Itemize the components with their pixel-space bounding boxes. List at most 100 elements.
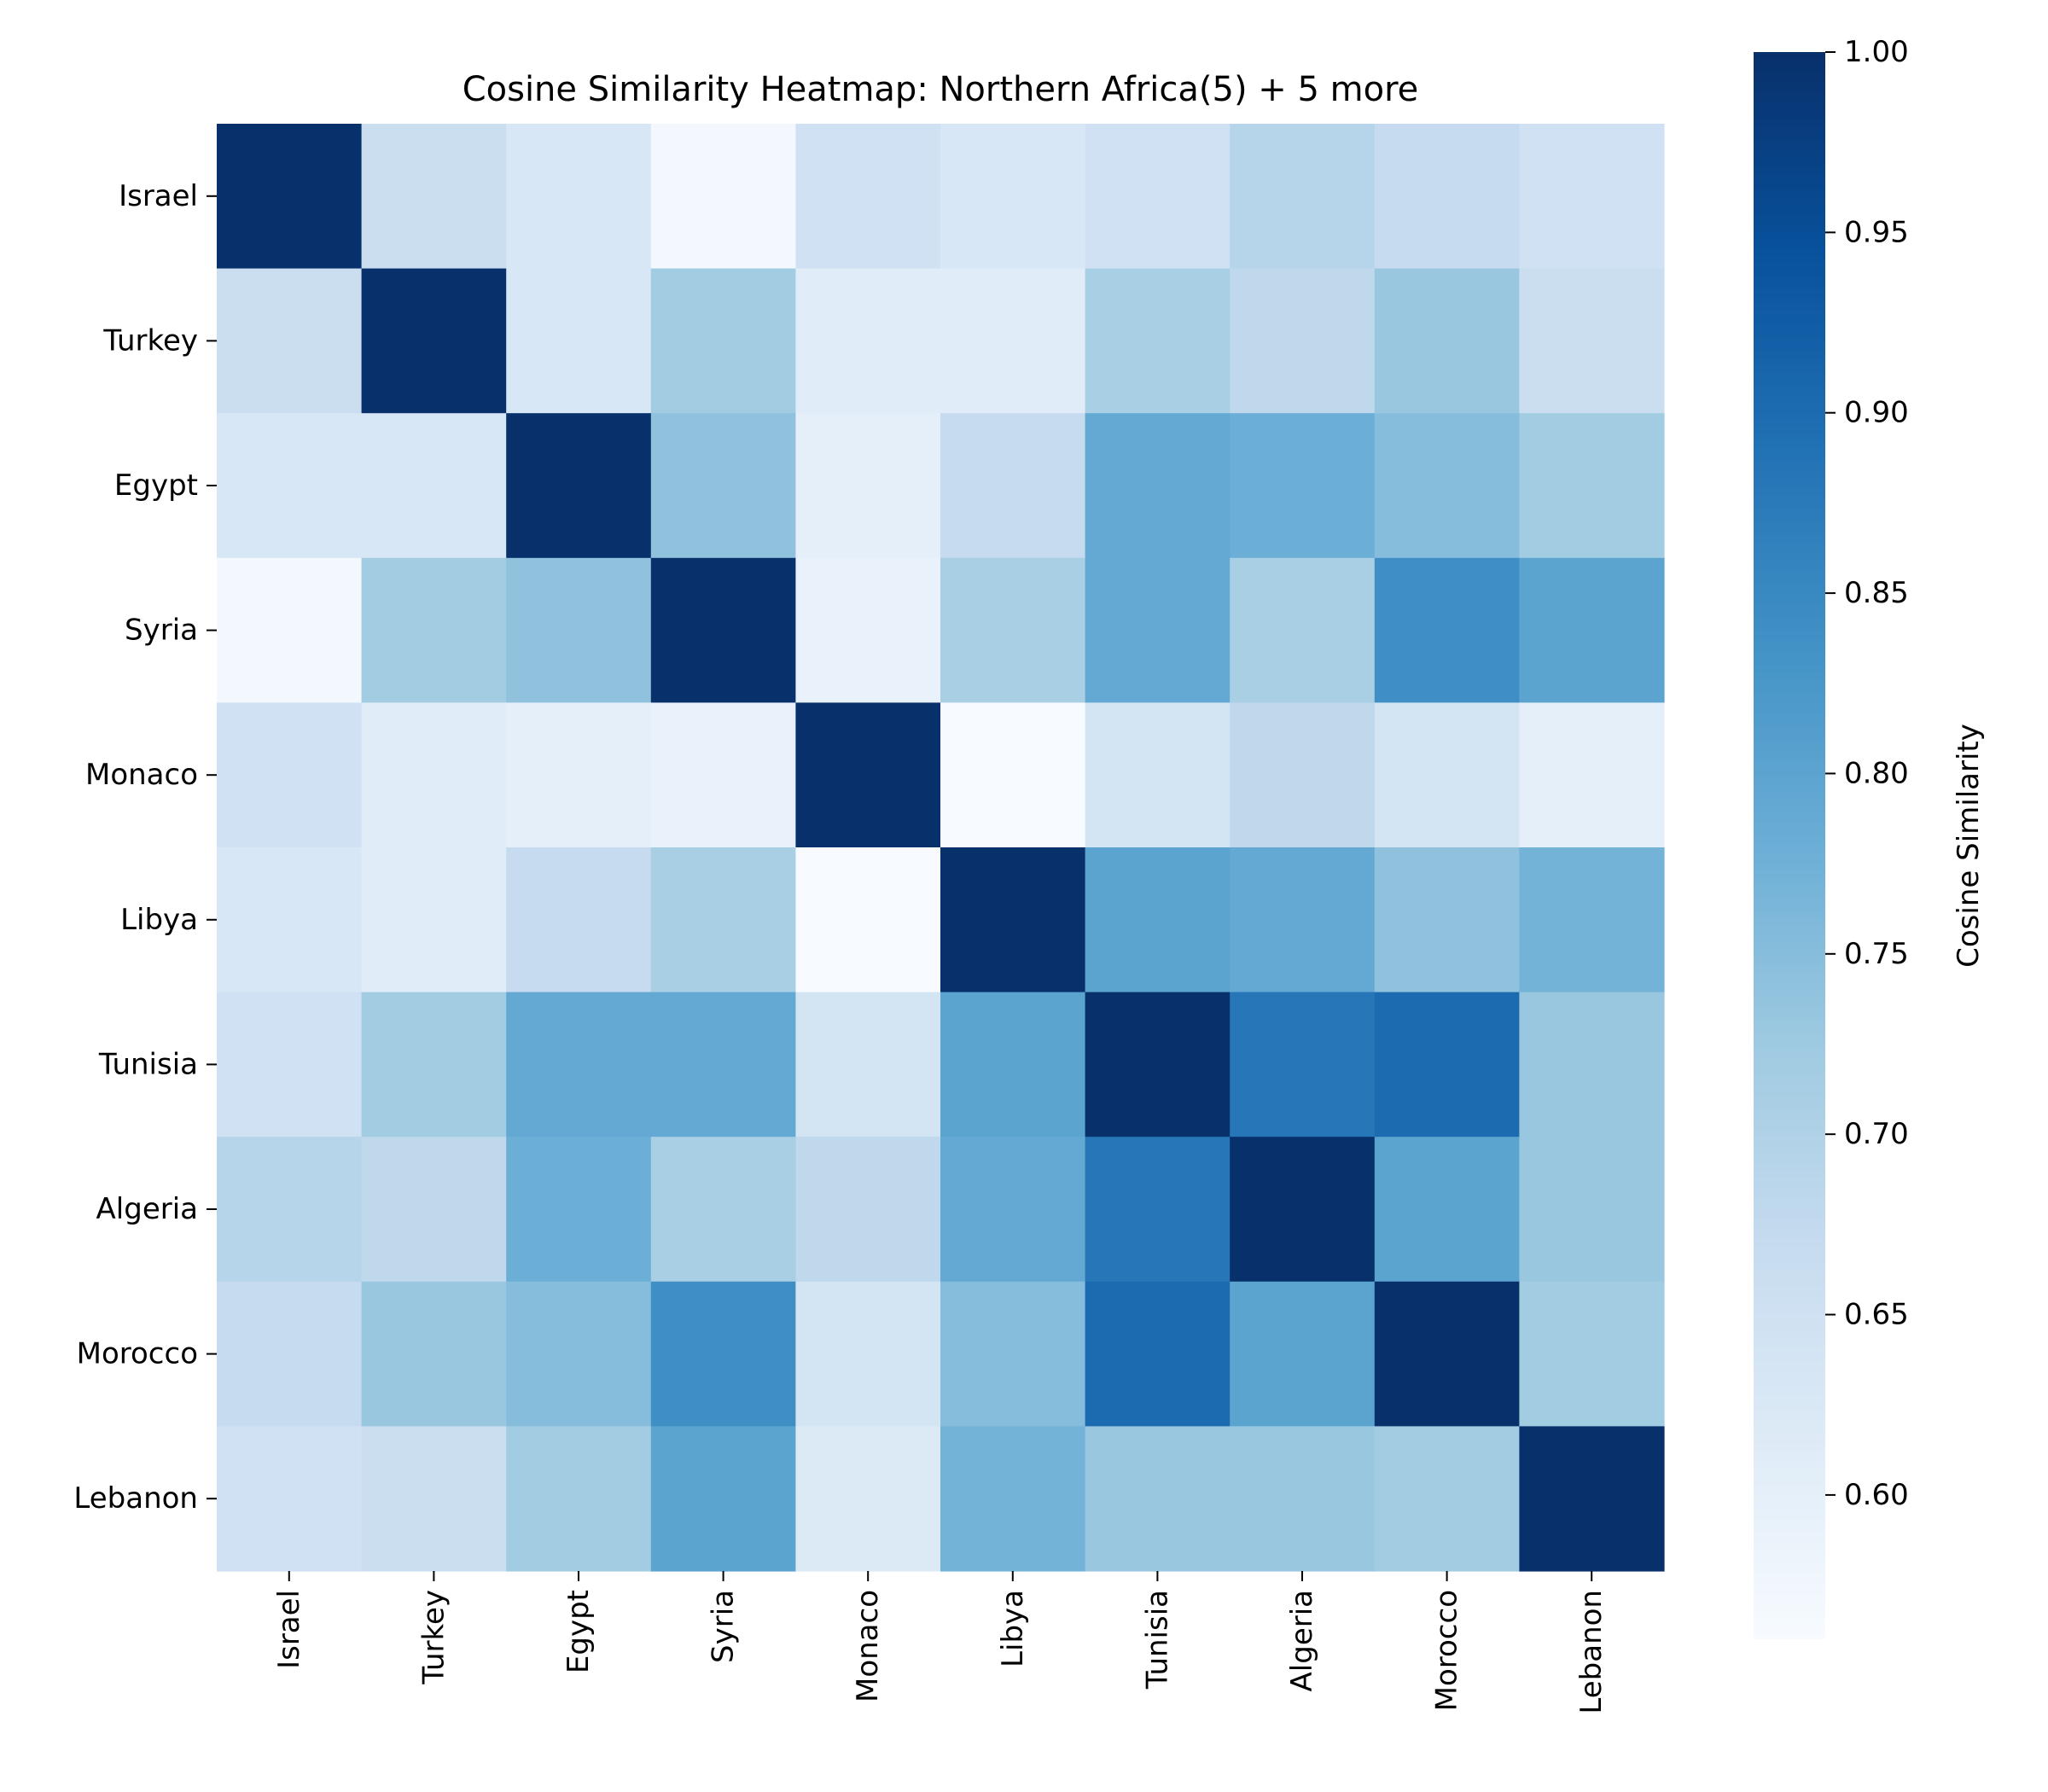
heatmap-cell-libya-egypt — [506, 847, 652, 993]
heatmap-cell-lebanon-tunisia — [1085, 1426, 1231, 1572]
colorbar-tick-label: 1.00 — [1844, 35, 1909, 69]
column-label-syria: Syria — [707, 1590, 741, 1663]
heatmap-cell-syria-morocco — [1374, 557, 1520, 703]
heatmap-cell-algeria-monaco — [795, 1137, 941, 1283]
heatmap-cell-lebanon-syria — [650, 1426, 796, 1572]
heatmap-cell-israel-libya — [940, 124, 1086, 270]
colorbar-tick-label: 0.65 — [1844, 1298, 1909, 1332]
heatmap-cell-egypt-monaco — [795, 413, 941, 559]
heatmap-cell-monaco-tunisia — [1085, 702, 1231, 848]
heatmap-cell-israel-lebanon — [1519, 124, 1665, 270]
heatmap-cell-lebanon-monaco — [795, 1426, 941, 1572]
heatmap-cell-libya-tunisia — [1085, 847, 1231, 993]
heatmap-cell-libya-monaco — [795, 847, 941, 993]
heatmap-cell-egypt-turkey — [361, 413, 507, 559]
heatmap-cell-tunisia-lebanon — [1519, 992, 1665, 1137]
row-label-syria: Syria — [125, 614, 198, 648]
heatmap-cell-tunisia-egypt — [506, 992, 652, 1137]
heatmap-cell-morocco-monaco — [795, 1281, 941, 1427]
column-label-morocco: Morocco — [1430, 1590, 1464, 1711]
colorbar-gradient — [1754, 52, 1825, 1639]
heatmap-cell-israel-turkey — [361, 124, 507, 270]
colorbar-tick-label: 0.90 — [1844, 396, 1909, 430]
colorbar-tick-label: 0.60 — [1844, 1478, 1909, 1512]
heatmap-cell-turkey-libya — [940, 268, 1086, 414]
heatmap-cell-algeria-tunisia — [1085, 1137, 1231, 1283]
heatmap-cell-egypt-egypt — [506, 413, 652, 559]
heatmap-cell-turkey-israel — [217, 268, 363, 414]
column-label-turkey: Turkey — [416, 1590, 451, 1685]
heatmap-cell-lebanon-turkey — [361, 1426, 507, 1572]
column-label-libya: Libya — [996, 1590, 1030, 1667]
heatmap-cell-morocco-lebanon — [1519, 1281, 1665, 1427]
heatmap-cell-turkey-turkey — [361, 268, 507, 414]
heatmap-cells — [217, 124, 1665, 1572]
heatmap-cell-egypt-syria — [650, 413, 796, 559]
heatmap-cell-turkey-monaco — [795, 268, 941, 414]
heatmap-cell-turkey-egypt — [506, 268, 652, 414]
heatmap-cell-tunisia-libya — [940, 992, 1086, 1137]
heatmap-cell-monaco-turkey — [361, 702, 507, 848]
heatmap-cell-egypt-israel — [217, 413, 363, 559]
heatmap-cell-turkey-lebanon — [1519, 268, 1665, 414]
heatmap-cell-turkey-tunisia — [1085, 268, 1231, 414]
row-label-israel: Israel — [119, 179, 198, 213]
heatmap-cell-morocco-egypt — [506, 1281, 652, 1427]
colorbar-tick-label: 0.75 — [1844, 937, 1909, 971]
heatmap-cell-morocco-libya — [940, 1281, 1086, 1427]
heatmap-cell-libya-israel — [217, 847, 363, 993]
heatmap-cell-lebanon-egypt — [506, 1426, 652, 1572]
heatmap-cell-algeria-turkey — [361, 1137, 507, 1283]
column-label-lebanon: Lebanon — [1574, 1590, 1609, 1714]
heatmap-cell-algeria-algeria — [1230, 1137, 1376, 1283]
heatmap-cell-egypt-morocco — [1374, 413, 1520, 559]
heatmap-cell-libya-lebanon — [1519, 847, 1665, 993]
heatmap-cell-israel-syria — [650, 124, 796, 270]
heatmap-cell-lebanon-israel — [217, 1426, 363, 1572]
column-label-monaco: Monaco — [851, 1590, 885, 1702]
heatmap-cell-turkey-algeria — [1230, 268, 1376, 414]
row-tick-labels: Israel Turkey Egypt Syria Monaco Libya Tunisia… — [73, 179, 217, 1516]
column-label-algeria: Algeria — [1285, 1590, 1319, 1691]
colorbar-label: Cosine Similarity — [1952, 724, 1986, 968]
column-tick-labels: Israel Turkey Egypt Syria Monaco Libya Tunisia… — [272, 1571, 1609, 1714]
colorbar-tick-label: 0.85 — [1844, 576, 1909, 610]
heatmap-cell-syria-monaco — [795, 557, 941, 703]
heatmap-cell-egypt-lebanon — [1519, 413, 1665, 559]
colorbar-ticks: 0.60 0.65 0.70 0.75 0.80 0.85 0.90 0.95 1.00 — [1825, 35, 1909, 1512]
heatmap-cell-libya-algeria — [1230, 847, 1376, 993]
heatmap-cell-lebanon-libya — [940, 1426, 1086, 1572]
row-label-monaco: Monaco — [85, 758, 198, 792]
heatmap-cell-libya-syria — [650, 847, 796, 993]
heatmap-cell-egypt-algeria — [1230, 413, 1376, 559]
heatmap-cell-tunisia-tunisia — [1085, 992, 1231, 1137]
heatmap-cell-morocco-israel — [217, 1281, 363, 1427]
heatmap-cell-egypt-libya — [940, 413, 1086, 559]
column-label-egypt: Egypt — [561, 1590, 596, 1673]
row-label-turkey: Turkey — [102, 323, 198, 358]
heatmap-cell-algeria-morocco — [1374, 1137, 1520, 1283]
heatmap-cell-turkey-syria — [650, 268, 796, 414]
heatmap-cell-algeria-egypt — [506, 1137, 652, 1283]
colorbar-tick-label: 0.95 — [1844, 215, 1909, 249]
heatmap-cell-morocco-syria — [650, 1281, 796, 1427]
heatmap-cell-algeria-libya — [940, 1137, 1086, 1283]
heatmap-cell-monaco-monaco — [795, 702, 941, 848]
heatmap-cell-morocco-algeria — [1230, 1281, 1376, 1427]
heatmap-cell-syria-turkey — [361, 557, 507, 703]
heatmap-cell-syria-lebanon — [1519, 557, 1665, 703]
row-label-morocco: Morocco — [77, 1337, 198, 1371]
heatmap-cell-turkey-morocco — [1374, 268, 1520, 414]
heatmap-cell-israel-israel — [217, 124, 363, 270]
heatmap-cell-monaco-libya — [940, 702, 1086, 848]
colorbar-tick-label: 0.80 — [1844, 756, 1909, 790]
heatmap-cell-israel-morocco — [1374, 124, 1520, 270]
heatmap-cell-algeria-lebanon — [1519, 1137, 1665, 1283]
heatmap-cell-libya-turkey — [361, 847, 507, 993]
chart-title: Cosine Similarity Heatmap: Northern Afri… — [463, 70, 1419, 109]
heatmap-cell-tunisia-algeria — [1230, 992, 1376, 1137]
heatmap-cell-syria-syria — [650, 557, 796, 703]
heatmap-cell-egypt-tunisia — [1085, 413, 1231, 559]
column-label-tunisia: Tunisia — [1140, 1590, 1174, 1690]
heatmap-cell-israel-egypt — [506, 124, 652, 270]
